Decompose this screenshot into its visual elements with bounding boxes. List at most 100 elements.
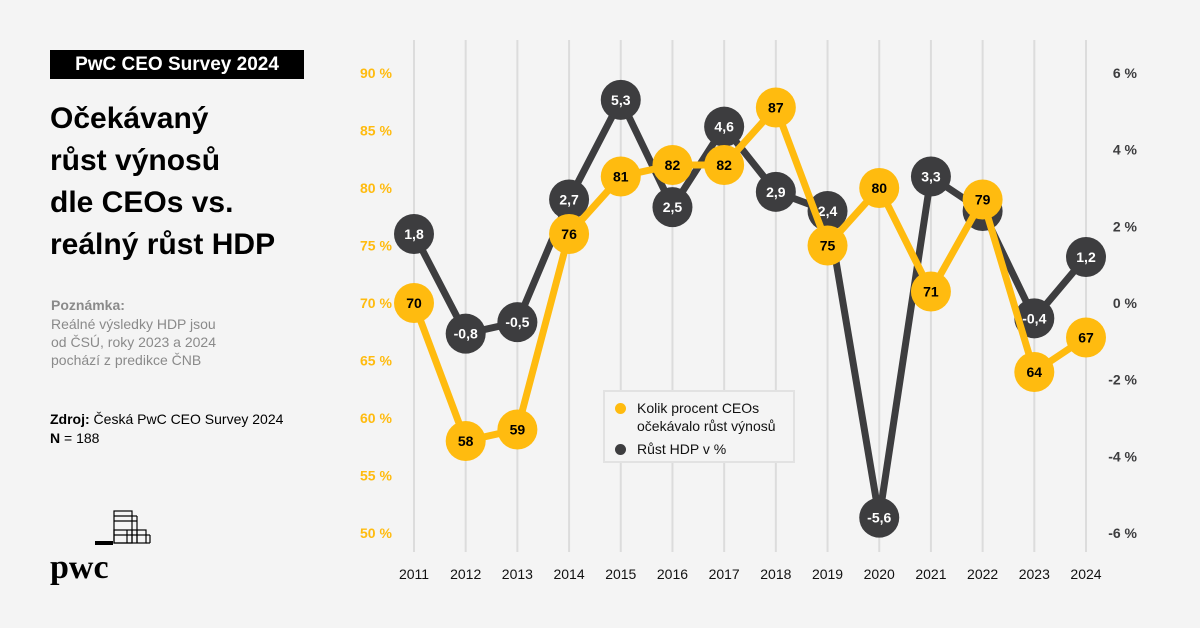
- title-line: reálný růst HDP: [50, 228, 276, 261]
- ceo-point: [394, 283, 434, 323]
- ceo-point: [1014, 352, 1055, 392]
- pwc-logo-icon: pwc: [50, 510, 151, 586]
- gdp-point: [445, 313, 486, 354]
- sample-size-label: N: [50, 430, 61, 446]
- legend-line: očekávalo růst výnosů: [637, 418, 776, 434]
- pwc-logo-text: pwc: [50, 549, 109, 586]
- gdp-data-label: 1,8: [404, 226, 424, 242]
- gdp-data-label: 2,9: [766, 184, 786, 200]
- left-tick-label: 75 %: [360, 238, 392, 254]
- note-line: Reálné výsledky HDP jsou: [51, 316, 216, 332]
- x-tick-label: 2018: [760, 566, 791, 582]
- ceo-point: [549, 214, 590, 254]
- ceo-series: 70 58 59 76 81 82 82 87 75 80 71 79 64 67: [394, 87, 1106, 461]
- left-tick-label: 85 %: [360, 123, 392, 139]
- x-tick-label: 2014: [553, 566, 584, 582]
- gdp-data-label: 2,5: [663, 199, 683, 215]
- ceo-point: [600, 156, 641, 197]
- title-line: růst výnosů: [50, 144, 221, 177]
- x-tick-label: 2012: [450, 566, 481, 582]
- ceo-point: [704, 145, 745, 185]
- ceo-data-label: 75: [820, 238, 836, 254]
- ceo-point: [962, 179, 1003, 220]
- source-block: Zdroj: Česká PwC CEO Survey 2024 N = 188: [50, 410, 283, 448]
- legend-line: Kolik procent CEOs: [637, 400, 760, 416]
- right-tick-label: 6 %: [1113, 65, 1138, 81]
- gdp-point: [704, 106, 745, 147]
- ceo-point: [652, 145, 693, 185]
- ceo-point: [1066, 317, 1106, 358]
- x-tick-label: 2019: [812, 566, 843, 582]
- gdp-data-label: -0,5: [505, 314, 529, 330]
- gdp-data-label: 4,6: [714, 119, 734, 135]
- ceo-point: [859, 168, 900, 208]
- source-label: Zdroj:: [50, 411, 90, 427]
- gdp-point: [1066, 237, 1106, 277]
- x-tick-label: 2022: [967, 566, 998, 582]
- title-line: Očekávaný: [50, 102, 209, 135]
- gdp-point: [755, 171, 796, 212]
- x-tick-label: 2024: [1070, 566, 1101, 582]
- left-tick-label: 80 %: [360, 180, 392, 196]
- x-tick-label: 2021: [915, 566, 946, 582]
- right-tick-label: -4 %: [1108, 448, 1137, 464]
- gdp-series: 1,8-0,8-0,52,75,32,54,62,92,4-5,63,32,4-…: [394, 79, 1106, 538]
- x-tick-label: 2011: [399, 566, 429, 582]
- note-line: od ČSÚ, roky 2023 a 2024: [51, 334, 216, 350]
- ceo-data-label: 79: [975, 192, 991, 208]
- ceo-data-label: 87: [768, 100, 784, 116]
- right-axis: 6 % 4 % 2 % 0 % -2 % -4 % -6 %: [1108, 65, 1137, 541]
- legend-dot-ceo-icon: [615, 403, 626, 414]
- right-tick-label: -2 %: [1108, 372, 1137, 388]
- sample-size-value: = 188: [60, 430, 100, 446]
- note-body: Reálné výsledky HDP jsou od ČSÚ, roky 20…: [51, 315, 311, 369]
- ceo-data-label: 76: [561, 226, 577, 242]
- gdp-data-label: 2,4: [818, 203, 838, 219]
- right-tick-label: 2 %: [1113, 218, 1138, 234]
- note-heading: Poznámka:: [51, 297, 125, 313]
- note-line: pochází z predikce ČNB: [51, 352, 202, 368]
- ceo-point: [755, 87, 796, 128]
- gdp-point: [394, 214, 434, 254]
- x-tick-label: 2015: [605, 566, 636, 582]
- ceo-data-label: 59: [510, 422, 526, 438]
- ceo-data-label: 80: [871, 180, 887, 196]
- x-tick-label: 2017: [709, 566, 740, 582]
- left-axis: 90 % 85 % 80 % 75 % 70 % 65 % 60 % 55 % 50 %: [360, 65, 392, 541]
- ceo-point: [807, 225, 848, 266]
- legend-label-gdp: Růst HDP v %: [637, 441, 727, 457]
- x-axis: 2011 2012 2013 2014 2015 2016 2017 2018 2019 2020…: [399, 566, 1102, 582]
- left-tick-label: 70 %: [360, 295, 392, 311]
- ceo-data-label: 58: [458, 433, 474, 449]
- x-tick-label: 2016: [657, 566, 688, 582]
- left-tick-label: 50 %: [360, 525, 392, 541]
- gdp-point: [652, 187, 693, 228]
- gdp-data-label: -5,6: [867, 510, 891, 526]
- x-tick-label: 2020: [864, 566, 895, 582]
- right-tick-label: 0 %: [1113, 295, 1138, 311]
- gdp-point: [497, 302, 538, 343]
- right-tick-label: -6 %: [1108, 525, 1137, 541]
- ceo-data-label: 81: [613, 169, 629, 185]
- gdp-data-label: 3,3: [921, 169, 941, 185]
- source-text: Česká PwC CEO Survey 2024: [89, 411, 284, 427]
- ceo-data-label: 70: [406, 295, 422, 311]
- ceo-point: [445, 421, 486, 461]
- gdp-data-label: -0,8: [454, 326, 478, 342]
- x-tick-label: 2023: [1019, 566, 1050, 582]
- gdp-point: [910, 156, 951, 197]
- survey-badge: PwC CEO Survey 2024: [50, 50, 304, 79]
- ceo-data-label: 82: [716, 157, 732, 173]
- gdp-data-label: -0,4: [1022, 310, 1046, 326]
- left-tick-label: 90 %: [360, 65, 392, 81]
- x-tick-label: 2013: [502, 566, 533, 582]
- legend-label-ceo: Kolik procent CEOs očekávalo růst výnosů: [637, 399, 776, 435]
- chart-grid: [413, 40, 1087, 552]
- legend-dot-gdp-icon: [615, 444, 626, 455]
- ceo-data-label: 67: [1078, 330, 1094, 346]
- page-title: Očekávaný růst výnosů dle CEOs vs. reáln…: [50, 98, 340, 266]
- right-tick-label: 4 %: [1113, 142, 1138, 158]
- left-tick-label: 55 %: [360, 468, 392, 484]
- ceo-point: [910, 271, 951, 312]
